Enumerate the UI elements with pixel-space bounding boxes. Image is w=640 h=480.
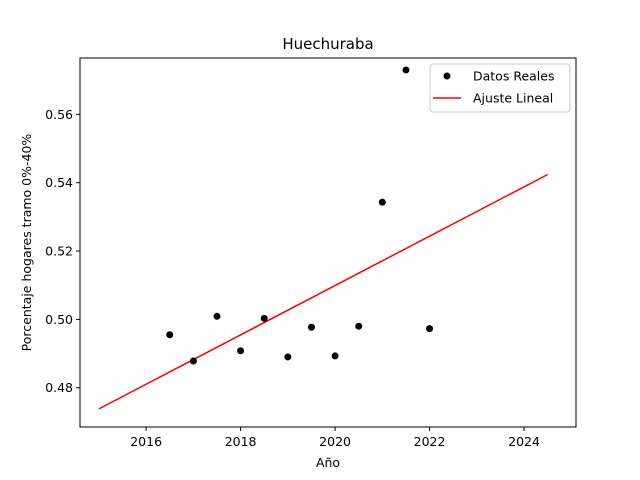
x-tick-label-2016: 2016 — [130, 434, 162, 449]
legend-label-datos-reales: Datos Reales — [473, 69, 554, 84]
data-point-4 — [237, 347, 245, 355]
y-tick-label-0.54: 0.54 — [45, 175, 73, 190]
legend-box — [429, 63, 571, 113]
y-tick-label-0.56: 0.56 — [45, 107, 73, 122]
data-point-1 — [166, 331, 174, 339]
y-tick-label-0.52: 0.52 — [45, 244, 73, 259]
data-point-7 — [307, 323, 315, 331]
data-point-10 — [378, 198, 386, 206]
data-point-3 — [213, 312, 221, 320]
plot-area — [98, 66, 549, 410]
data-point-11 — [402, 66, 410, 74]
data-point-8 — [331, 352, 339, 360]
chart-title: Huechuraba — [282, 35, 373, 53]
x-tick-label-2018: 2018 — [225, 434, 257, 449]
y-tick-label-0.48: 0.48 — [45, 380, 73, 395]
legend-label-ajuste-lineal: Ajuste Lineal — [473, 91, 553, 106]
data-point-9 — [355, 322, 363, 330]
legend-marker-datos-reales — [443, 72, 451, 80]
legend: Datos Reales Ajuste Lineal — [429, 63, 571, 113]
x-axis: 2016 2018 2020 2022 2024 — [130, 427, 540, 449]
y-tick-label-0.50: 0.50 — [45, 312, 73, 327]
y-axis: 0.48 0.50 0.52 0.54 0.56 — [45, 107, 80, 395]
data-point-12 — [426, 325, 434, 333]
x-axis-label: Año — [316, 455, 340, 470]
data-point-5 — [260, 314, 268, 322]
x-tick-label-2024: 2024 — [508, 434, 540, 449]
data-point-6 — [284, 353, 292, 361]
x-tick-label-2020: 2020 — [319, 434, 351, 449]
data-point-2 — [189, 357, 197, 365]
x-tick-label-2022: 2022 — [414, 434, 446, 449]
axes-frame — [79, 57, 577, 428]
fit-line — [98, 173, 549, 410]
y-axis-label: Porcentaje hogares tramo 0%-40% — [19, 134, 34, 352]
